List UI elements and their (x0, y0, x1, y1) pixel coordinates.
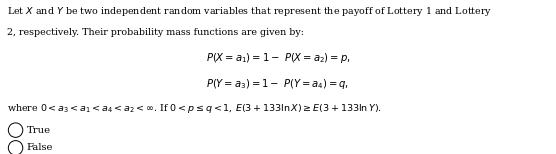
Text: 2, respectively. Their probability mass functions are given by:: 2, respectively. Their probability mass … (7, 28, 304, 37)
Text: $P(Y = a_3) = 1 -\ P(Y = a_4) = q,$: $P(Y = a_3) = 1 -\ P(Y = a_4) = q,$ (206, 77, 350, 91)
Text: where $0 < a_3 < a_1 < a_4 < a_2 < \infty$. If $0 < p \leq q < 1$, $E(3 + 133\ln: where $0 < a_3 < a_1 < a_4 < a_2 < \inft… (7, 102, 382, 115)
Text: False: False (27, 143, 53, 152)
Text: $P(X = a_1) = 1 -\ P(X = a_2) = p,$: $P(X = a_1) = 1 -\ P(X = a_2) = p,$ (206, 51, 350, 65)
Text: Let $X$ and $Y$ be two independent random variables that represent the payoff of: Let $X$ and $Y$ be two independent rando… (7, 5, 492, 18)
Text: True: True (27, 126, 51, 135)
